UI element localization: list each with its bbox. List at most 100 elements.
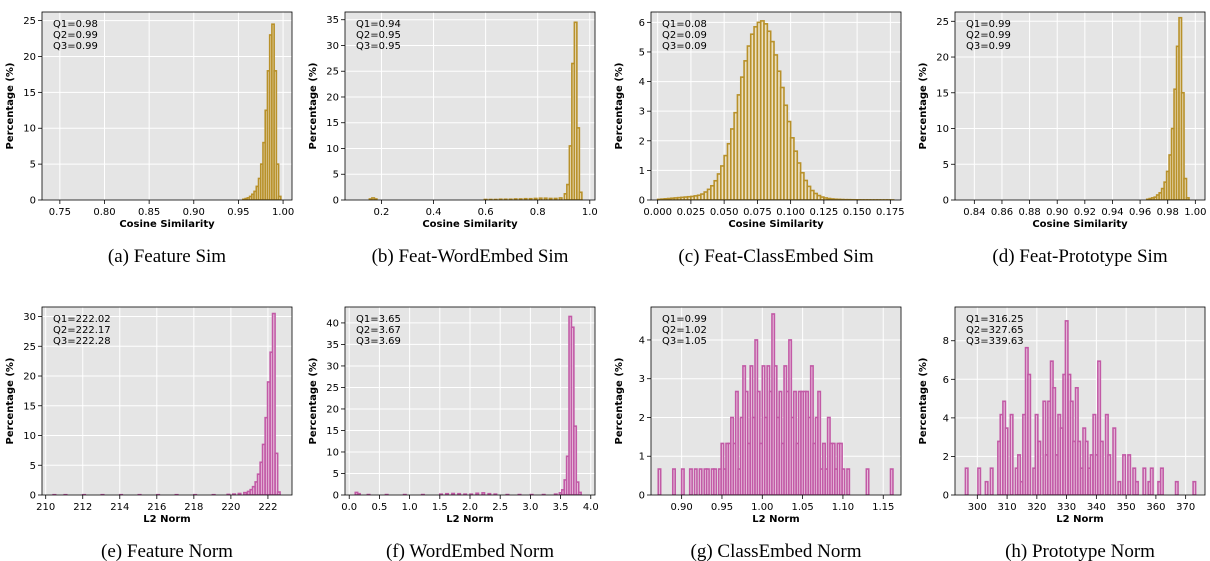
x-tick-label: 0.125 (810, 207, 839, 218)
quartile-annotation: Q3=0.95 (356, 41, 401, 52)
y-axis-label: Percentage (%) (918, 63, 929, 150)
x-tick-label: 310 (998, 502, 1017, 513)
chart-panel-7: 0.90 0.95 1.00 1.05 1.10 1.15 0 1 2 3 4 L2 Norm Perc… (614, 306, 902, 561)
x-tick-label: 0.0 (341, 502, 357, 513)
x-tick-label: 1.15 (872, 502, 894, 513)
histogram-bar (657, 468, 662, 495)
y-tick-label: 25 (23, 342, 36, 353)
histogram-bar (1042, 400, 1047, 495)
x-tick-label: 1.05 (791, 502, 813, 513)
histogram-bar (989, 467, 994, 495)
quartile-annotation: Q1=316.25 (966, 314, 1024, 325)
y-tick-label: 25 (23, 16, 36, 27)
x-tick-label: 0.8 (530, 207, 546, 218)
x-tick-label: 300 (968, 502, 987, 513)
x-tick-label: 214 (110, 502, 129, 513)
x-tick-label: 1.10 (832, 502, 854, 513)
chart-panel-5: 210 212 214 216 218 220 222 0 5 10 15 20 25 30 L2 Norm… (5, 306, 293, 561)
histogram-bar (273, 70, 278, 200)
y-tick-label: 15 (23, 88, 36, 99)
plot-frame (650, 306, 902, 496)
x-tick-label: 370 (1176, 502, 1195, 513)
quartile-annotation: Q2=0.99 (966, 30, 1011, 41)
x-tick-label: 1.5 (432, 502, 448, 513)
histogram-bar (558, 197, 563, 200)
y-axis-label: Percentage (%) (918, 358, 929, 445)
y-tick-label: 5 (943, 160, 949, 171)
quartile-annotation: Q2=1.02 (662, 325, 707, 336)
x-tick-label: 0.95 (227, 207, 249, 218)
y-tick-label: 10 (23, 124, 36, 135)
x-axis-label: L2 Norm (1056, 514, 1103, 525)
histogram-bar (977, 467, 982, 495)
x-tick-label: 0.90 (183, 207, 205, 218)
y-axis-label: Percentage (%) (308, 63, 319, 150)
y-tick-label: 25 (326, 67, 339, 78)
histogram-bars (657, 313, 894, 495)
histogram-bar (698, 468, 703, 495)
y-tick-label: 0 (639, 196, 645, 207)
plot-background (955, 12, 1205, 200)
x-tick-label: 0.90 (1046, 207, 1068, 218)
quartile-annotation: Q2=0.09 (662, 30, 707, 41)
x-tick-label: 216 (147, 502, 166, 513)
subfigure-caption: (a) Feature Sim (108, 246, 226, 267)
histogram-bar (275, 163, 280, 200)
chart-panel-2: 0.2 0.4 0.6 0.8 1.0 0 5 10 15 20 25 30 35 Cosine Simi… (308, 11, 598, 267)
y-tick-label: 15 (936, 88, 949, 99)
histogram-bar (1180, 91, 1185, 200)
x-tick-label: 0.88 (1018, 207, 1040, 218)
subfigure-caption: (e) Feature Norm (101, 541, 233, 561)
histogram-bar (1037, 440, 1042, 495)
x-tick-label: 4.0 (583, 502, 599, 513)
y-tick-label: 6 (943, 375, 949, 386)
histogram-bar (1134, 480, 1139, 495)
histogram-bar (274, 452, 279, 495)
y-tick-label: 15 (23, 401, 36, 412)
subfigure-caption: (b) Feat-WordEmbed Sim (372, 246, 569, 267)
x-tick-label: 1.00 (1184, 207, 1206, 218)
y-tick-label: 35 (326, 15, 339, 26)
histogram-bar (889, 468, 894, 495)
x-axis-label: Cosine Similarity (1032, 219, 1128, 230)
histogram-bar (693, 468, 698, 495)
histogram-bar (680, 468, 685, 495)
histogram-bar (513, 198, 518, 200)
y-tick-label: 25 (936, 17, 949, 28)
plot-frame (954, 11, 1206, 201)
y-tick-label: 20 (326, 404, 339, 415)
x-tick-label: 1.0 (582, 207, 598, 218)
y-tick-label: 30 (326, 41, 339, 52)
quartile-annotation: Q1=0.99 (966, 19, 1011, 30)
x-tick-label: 0.175 (876, 207, 905, 218)
x-tick-label: 0.75 (49, 207, 71, 218)
x-tick-label: 320 (1027, 502, 1046, 513)
y-tick-label: 2 (943, 452, 949, 463)
histogram-bar (543, 197, 548, 200)
histogram-bar (237, 492, 242, 495)
x-axis-label: L2 Norm (752, 514, 799, 525)
quartile-annotation: Q3=1.05 (662, 336, 707, 347)
x-tick-label: 210 (36, 502, 55, 513)
histogram-bar (1004, 427, 1009, 495)
histogram-bar (538, 197, 543, 200)
x-tick-label: 0.4 (426, 207, 442, 218)
x-axis-label: L2 Norm (143, 514, 190, 525)
quartile-annotation: Q3=222.28 (53, 336, 111, 347)
chart-panel-8: 300 310 320 330 340 350 360 370 0 2 4 6 8 L2 Norm Perc… (918, 306, 1206, 561)
y-tick-label: 0 (943, 491, 949, 502)
quartile-annotation: Q2=3.67 (356, 325, 401, 336)
histogram-bar (1052, 386, 1057, 495)
plot-background (345, 12, 595, 200)
plot-frame (650, 11, 902, 201)
x-tick-label: 212 (73, 502, 92, 513)
x-tick-label: 0.80 (93, 207, 115, 218)
histogram-bar (865, 468, 870, 495)
plot-background (42, 12, 292, 200)
y-tick-label: 5 (639, 47, 645, 58)
histogram-bar (271, 312, 276, 495)
x-tick-label: 0.95 (711, 502, 733, 513)
y-tick-label: 0 (639, 491, 645, 502)
quartile-annotation: Q1=222.02 (53, 314, 111, 325)
plot-frame (41, 11, 293, 201)
